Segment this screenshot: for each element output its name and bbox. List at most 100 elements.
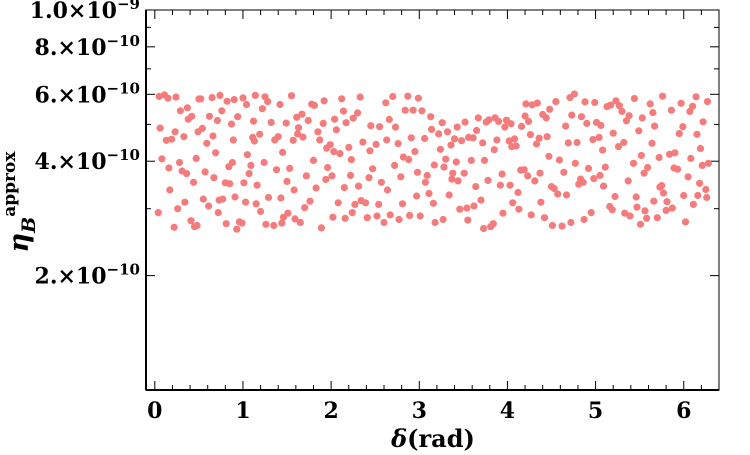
data-point [409,106,417,114]
data-point [632,193,640,201]
data-point [272,166,281,174]
data-point [165,164,173,172]
data-point [609,129,617,137]
data-point [331,115,339,123]
data-point [239,94,247,102]
data-point [302,172,310,180]
data-point [243,151,251,159]
data-point [531,177,539,185]
x-tick-label: 2 [323,398,338,424]
data-point [359,138,367,146]
data-point [550,184,558,193]
data-point [251,91,259,99]
data-point [247,161,255,169]
data-point [176,107,184,115]
data-point [431,218,439,227]
data-point [421,134,429,143]
data-point [643,214,651,222]
data-point [577,113,586,121]
data-point [694,191,702,200]
data-point [463,204,471,212]
y-tick-label: 4.×10−10 [35,146,140,175]
data-point [342,119,350,127]
data-point [480,156,489,164]
data-point [233,225,241,233]
data-point [449,169,457,177]
data-point [277,194,285,202]
data-point [397,173,405,181]
data-point [386,211,394,219]
data-point [452,158,460,166]
data-point [405,156,413,164]
data-point [442,155,450,163]
data-point [264,193,273,202]
data-point [227,120,236,128]
data-point [668,204,676,212]
data-point [198,124,206,132]
data-point [484,176,492,184]
data-point [416,212,424,220]
data-point [693,130,701,138]
data-point [365,174,373,182]
data-point [385,115,393,124]
data-point [212,149,220,157]
data-point [320,97,328,105]
data-point [190,178,198,186]
data-point [684,173,692,181]
data-point [383,136,391,144]
data-point [262,220,270,228]
data-point [464,216,472,224]
data-point [506,181,514,189]
data-point [319,119,327,127]
data-point [367,122,375,130]
data-point [440,163,448,171]
data-point [199,195,207,203]
data-point [299,133,307,141]
data-point [230,96,238,104]
data-point [445,191,453,199]
y-tick-label: 1.0×10−9 [30,0,140,24]
data-point [507,120,515,128]
data-point [567,218,575,227]
data-point [348,209,356,217]
data-point [249,117,258,125]
data-point [271,136,279,144]
x-tick-label: 1 [235,398,250,424]
data-point [201,168,209,176]
data-point [599,146,607,154]
data-point [597,121,605,129]
data-point [253,181,261,189]
data-point [258,105,266,113]
data-point [168,135,176,143]
data-point [334,199,342,207]
data-point [380,218,388,227]
data-point [338,95,346,103]
data-point [363,214,371,222]
data-point [614,143,623,151]
data-point [252,200,260,208]
data-point [219,195,227,203]
data-point [624,177,632,185]
data-point [389,92,397,101]
data-point [621,209,629,217]
data-point [345,143,353,151]
data-point [461,118,469,126]
data-point [509,199,517,207]
data-point [641,207,649,215]
data-point [171,128,179,136]
data-point [663,198,671,206]
data-point [205,202,213,210]
data-point [496,181,504,189]
data-point [267,118,275,126]
data-point [649,109,657,117]
data-point [284,209,292,217]
data-point [347,156,355,164]
data-point [306,197,314,205]
data-point [560,168,568,176]
data-point [183,170,191,178]
x-tick-label: 4 [500,398,515,424]
data-point [447,141,455,149]
data-point [535,134,543,142]
data-point [341,214,349,222]
data-point [366,147,374,155]
